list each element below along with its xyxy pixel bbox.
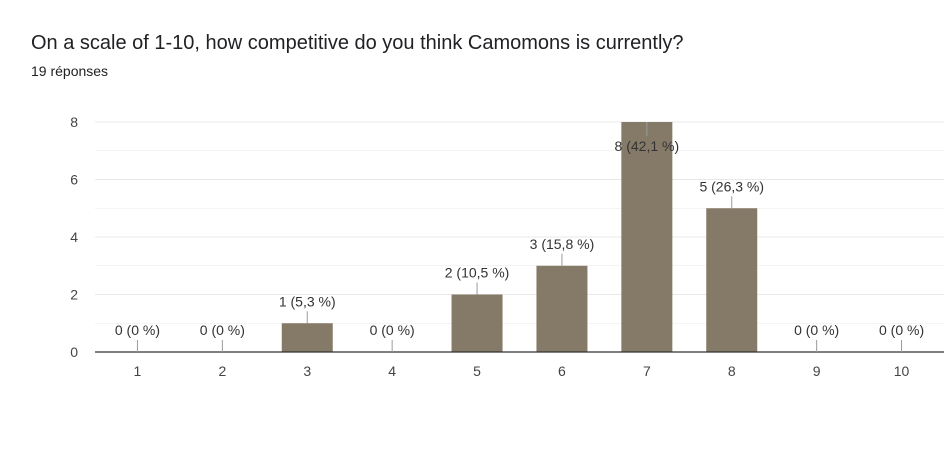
y-tick-label: 8 xyxy=(70,114,78,130)
data-label: 5 (26,3 %) xyxy=(699,178,764,194)
bar xyxy=(451,294,503,352)
data-label: 8 (42,1 %) xyxy=(615,138,680,154)
data-label: 0 (0 %) xyxy=(370,322,415,338)
bar xyxy=(536,265,588,352)
x-tick-label: 7 xyxy=(643,363,651,379)
x-axis-ticks: 1 2 3 4 5 6 7 8 9 10 xyxy=(134,363,910,379)
label-leaders xyxy=(136,122,903,352)
y-tick-label: 4 xyxy=(70,229,78,245)
x-tick-label: 9 xyxy=(813,363,821,379)
bar xyxy=(281,323,333,352)
y-tick-label: 6 xyxy=(70,172,78,188)
x-tick-label: 4 xyxy=(388,363,396,379)
y-axis-ticks: 0 2 4 6 8 xyxy=(70,114,78,360)
data-label: 3 (15,8 %) xyxy=(530,236,595,252)
bar xyxy=(621,122,673,352)
bars xyxy=(281,122,758,352)
data-labels: 0 (0 %) 0 (0 %) 1 (5,3 %) 0 (0 %) 2 (10,5 %)… xyxy=(115,138,924,338)
x-tick-label: 6 xyxy=(558,363,566,379)
x-tick-label: 1 xyxy=(134,363,142,379)
y-tick-label: 2 xyxy=(70,287,78,303)
x-tick-label: 3 xyxy=(303,363,311,379)
bar xyxy=(706,208,758,352)
y-tick-label: 0 xyxy=(70,344,78,360)
data-label: 0 (0 %) xyxy=(115,322,160,338)
gridlines xyxy=(95,121,944,324)
data-label: 2 (10,5 %) xyxy=(445,265,510,281)
data-label: 0 (0 %) xyxy=(879,322,924,338)
x-tick-label: 10 xyxy=(894,363,910,379)
data-label: 0 (0 %) xyxy=(794,322,839,338)
x-tick-label: 8 xyxy=(728,363,736,379)
data-label: 0 (0 %) xyxy=(200,322,245,338)
x-tick-label: 2 xyxy=(218,363,226,379)
data-label: 1 (5,3 %) xyxy=(279,293,336,309)
response-count: 19 réponses xyxy=(31,63,109,79)
question-title: On a scale of 1-10, how competitive do y… xyxy=(31,32,684,54)
x-tick-label: 5 xyxy=(473,363,481,379)
